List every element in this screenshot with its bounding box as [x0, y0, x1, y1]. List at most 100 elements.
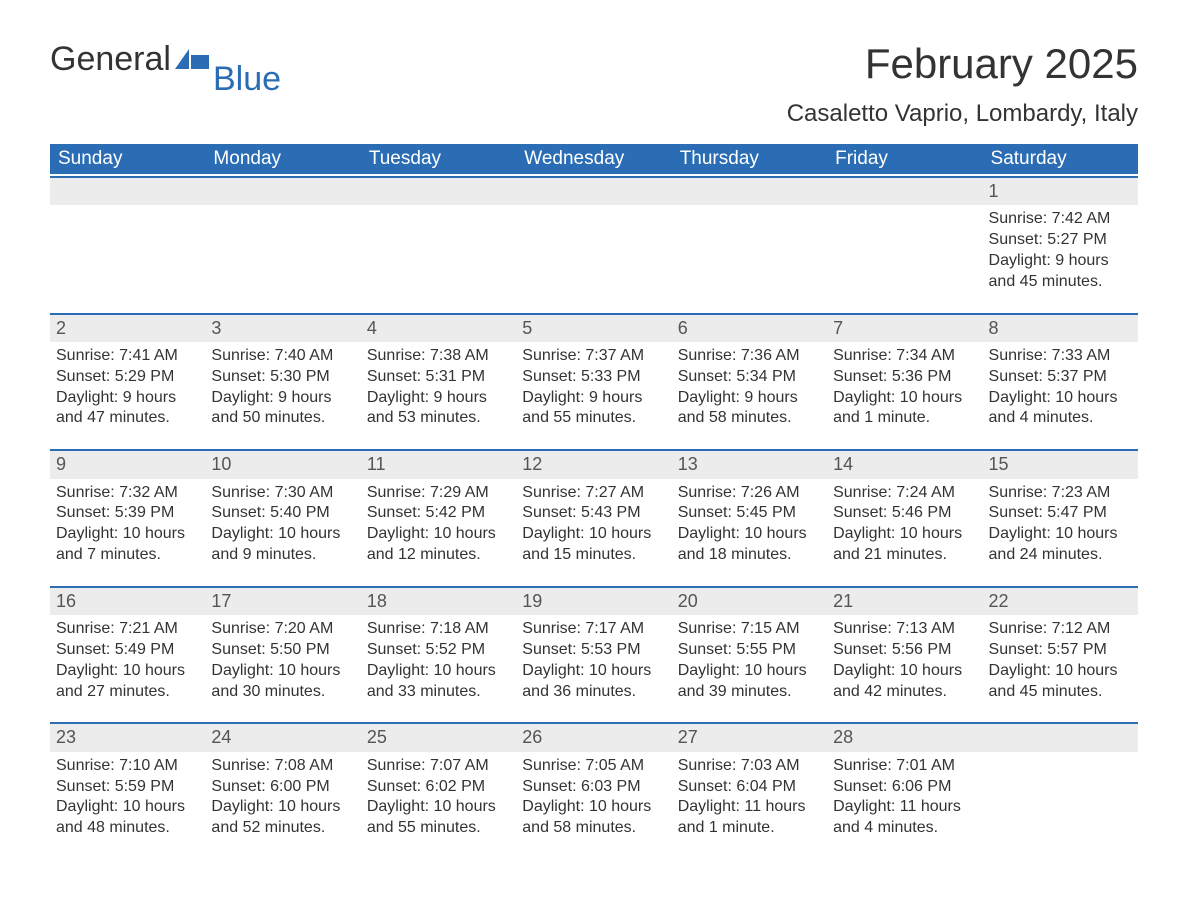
day-info: Sunrise: 7:18 AMSunset: 5:52 PMDaylight:… — [367, 617, 510, 702]
day-info: Sunrise: 7:30 AMSunset: 5:40 PMDaylight:… — [211, 481, 354, 566]
title-block: February 2025 Casaletto Vaprio, Lombardy… — [787, 40, 1138, 128]
day-number: 11 — [361, 449, 516, 478]
daylight-text: Daylight: 9 hours and 55 minutes. — [522, 388, 665, 430]
weekday-header: Wednesday — [516, 144, 671, 174]
sunset-text: Sunset: 5:45 PM — [678, 503, 821, 524]
day-number-cell: 1 — [983, 174, 1138, 207]
daylight-text: Daylight: 11 hours and 1 minute. — [678, 797, 821, 839]
day-info-cell — [516, 207, 671, 310]
weekday-header: Sunday — [50, 144, 205, 174]
day-info-cell: Sunrise: 7:29 AMSunset: 5:42 PMDaylight:… — [361, 481, 516, 584]
day-number-cell: 22 — [983, 584, 1138, 617]
day-info: Sunrise: 7:37 AMSunset: 5:33 PMDaylight:… — [522, 344, 665, 429]
day-info: Sunrise: 7:23 AMSunset: 5:47 PMDaylight:… — [989, 481, 1132, 566]
day-info: Sunrise: 7:03 AMSunset: 6:04 PMDaylight:… — [678, 754, 821, 839]
day-info: Sunrise: 7:13 AMSunset: 5:56 PMDaylight:… — [833, 617, 976, 702]
day-number: 3 — [205, 313, 360, 342]
day-info-cell: Sunrise: 7:38 AMSunset: 5:31 PMDaylight:… — [361, 344, 516, 447]
sunrise-text: Sunrise: 7:17 AM — [522, 619, 665, 640]
day-number: . — [516, 176, 671, 205]
day-info: Sunrise: 7:26 AMSunset: 5:45 PMDaylight:… — [678, 481, 821, 566]
sunrise-text: Sunrise: 7:01 AM — [833, 756, 976, 777]
sunrise-text: Sunrise: 7:08 AM — [211, 756, 354, 777]
day-info-cell: Sunrise: 7:24 AMSunset: 5:46 PMDaylight:… — [827, 481, 982, 584]
day-number-cell: 20 — [672, 584, 827, 617]
day-number: 8 — [983, 313, 1138, 342]
sunrise-text: Sunrise: 7:03 AM — [678, 756, 821, 777]
day-number-cell: 24 — [205, 720, 360, 753]
sunset-text: Sunset: 5:49 PM — [56, 640, 199, 661]
day-number-cell: 23 — [50, 720, 205, 753]
day-number-cell: 13 — [672, 447, 827, 480]
day-info-cell: Sunrise: 7:27 AMSunset: 5:43 PMDaylight:… — [516, 481, 671, 584]
day-info-cell: Sunrise: 7:23 AMSunset: 5:47 PMDaylight:… — [983, 481, 1138, 584]
day-info: Sunrise: 7:42 AMSunset: 5:27 PMDaylight:… — [989, 207, 1132, 292]
day-info-cell — [827, 207, 982, 310]
day-number: . — [672, 176, 827, 205]
month-title: February 2025 — [787, 40, 1138, 88]
day-number: . — [50, 176, 205, 205]
sunrise-text: Sunrise: 7:40 AM — [211, 346, 354, 367]
sunrise-text: Sunrise: 7:37 AM — [522, 346, 665, 367]
day-info-cell: Sunrise: 7:03 AMSunset: 6:04 PMDaylight:… — [672, 754, 827, 857]
day-info: Sunrise: 7:21 AMSunset: 5:49 PMDaylight:… — [56, 617, 199, 702]
day-number: . — [983, 722, 1138, 751]
sunset-text: Sunset: 5:34 PM — [678, 367, 821, 388]
day-number-cell: 11 — [361, 447, 516, 480]
daylight-text: Daylight: 10 hours and 18 minutes. — [678, 524, 821, 566]
day-number: 25 — [361, 722, 516, 751]
daylight-text: Daylight: 10 hours and 27 minutes. — [56, 661, 199, 703]
weekday-header: Friday — [827, 144, 982, 174]
sunrise-text: Sunrise: 7:05 AM — [522, 756, 665, 777]
weekday-header: Thursday — [672, 144, 827, 174]
sunset-text: Sunset: 5:31 PM — [367, 367, 510, 388]
day-number: 7 — [827, 313, 982, 342]
sunrise-text: Sunrise: 7:24 AM — [833, 483, 976, 504]
day-number: 10 — [205, 449, 360, 478]
logo-text-blue: Blue — [213, 60, 281, 99]
weekday-header: Tuesday — [361, 144, 516, 174]
daylight-text: Daylight: 10 hours and 58 minutes. — [522, 797, 665, 839]
daylight-text: Daylight: 10 hours and 21 minutes. — [833, 524, 976, 566]
day-info-cell: Sunrise: 7:21 AMSunset: 5:49 PMDaylight:… — [50, 617, 205, 720]
day-info-cell: Sunrise: 7:12 AMSunset: 5:57 PMDaylight:… — [983, 617, 1138, 720]
daylight-text: Daylight: 10 hours and 48 minutes. — [56, 797, 199, 839]
daylight-text: Daylight: 10 hours and 55 minutes. — [367, 797, 510, 839]
sunrise-text: Sunrise: 7:27 AM — [522, 483, 665, 504]
day-info: Sunrise: 7:38 AMSunset: 5:31 PMDaylight:… — [367, 344, 510, 429]
day-info-cell — [361, 207, 516, 310]
logo-flag-icon — [175, 49, 209, 73]
day-info: Sunrise: 7:07 AMSunset: 6:02 PMDaylight:… — [367, 754, 510, 839]
day-info-cell — [205, 207, 360, 310]
day-number: 28 — [827, 722, 982, 751]
sunset-text: Sunset: 5:39 PM — [56, 503, 199, 524]
day-number-cell: 3 — [205, 311, 360, 344]
daylight-text: Daylight: 10 hours and 12 minutes. — [367, 524, 510, 566]
daylight-text: Daylight: 10 hours and 52 minutes. — [211, 797, 354, 839]
calendar-header-row: SundayMondayTuesdayWednesdayThursdayFrid… — [50, 144, 1138, 174]
day-info: Sunrise: 7:17 AMSunset: 5:53 PMDaylight:… — [522, 617, 665, 702]
day-number: 23 — [50, 722, 205, 751]
day-number-cell: 5 — [516, 311, 671, 344]
day-info-cell: Sunrise: 7:01 AMSunset: 6:06 PMDaylight:… — [827, 754, 982, 857]
sunrise-text: Sunrise: 7:32 AM — [56, 483, 199, 504]
sunset-text: Sunset: 5:56 PM — [833, 640, 976, 661]
day-info-cell: Sunrise: 7:34 AMSunset: 5:36 PMDaylight:… — [827, 344, 982, 447]
logo-text-general: General — [50, 40, 171, 79]
day-info-cell — [672, 207, 827, 310]
sunrise-text: Sunrise: 7:13 AM — [833, 619, 976, 640]
sunrise-text: Sunrise: 7:15 AM — [678, 619, 821, 640]
day-info-cell: Sunrise: 7:17 AMSunset: 5:53 PMDaylight:… — [516, 617, 671, 720]
day-info: Sunrise: 7:34 AMSunset: 5:36 PMDaylight:… — [833, 344, 976, 429]
day-info-cell: Sunrise: 7:18 AMSunset: 5:52 PMDaylight:… — [361, 617, 516, 720]
sunset-text: Sunset: 6:02 PM — [367, 777, 510, 798]
day-number: 15 — [983, 449, 1138, 478]
day-info-cell: Sunrise: 7:07 AMSunset: 6:02 PMDaylight:… — [361, 754, 516, 857]
day-number-cell: 6 — [672, 311, 827, 344]
day-number-cell: . — [672, 174, 827, 207]
weekday-header: Monday — [205, 144, 360, 174]
day-number: 12 — [516, 449, 671, 478]
sunrise-text: Sunrise: 7:42 AM — [989, 209, 1132, 230]
sunrise-text: Sunrise: 7:41 AM — [56, 346, 199, 367]
daylight-text: Daylight: 9 hours and 45 minutes. — [989, 251, 1132, 293]
